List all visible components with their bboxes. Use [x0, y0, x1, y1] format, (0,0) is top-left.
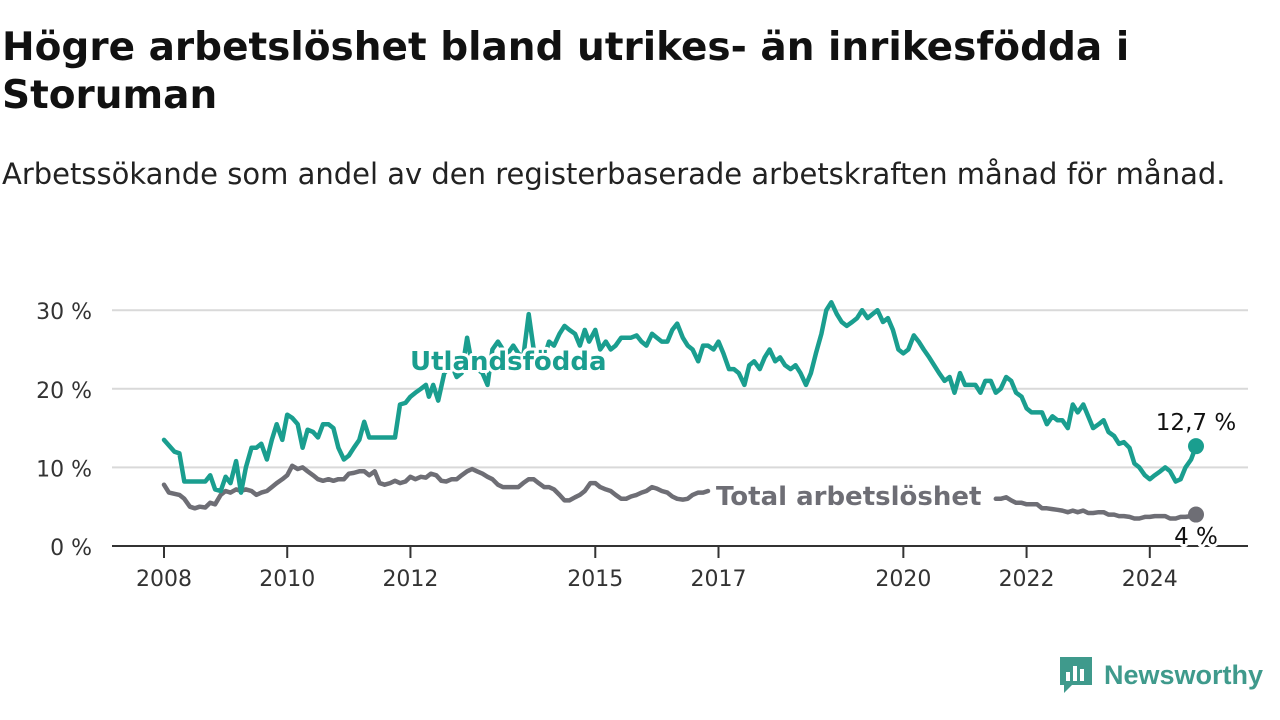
newsworthy-logo-icon — [1060, 657, 1092, 693]
y-tick-label: 10 % — [36, 457, 92, 482]
chart-title: Högre arbetslöshet bland utrikes- än inr… — [2, 25, 1130, 118]
line-chart: 0 % 10 % 20 % 30 % 2008 2010 2012 2015 2017 2020 2… — [36, 300, 1248, 592]
brand-logo: Newsworthy — [1058, 654, 1263, 696]
x-tick-label: 2008 — [136, 567, 192, 592]
x-tick-label: 2022 — [999, 567, 1055, 592]
x-tick-label: 2012 — [382, 567, 438, 592]
series-lines — [161, 300, 1204, 523]
chart-subtitle: Arbetssökande som andel av den registerb… — [2, 157, 1226, 191]
end-value-label: 4 % — [1174, 524, 1218, 550]
end-value-label-halo: 4 % — [1174, 524, 1218, 550]
x-tick-label: 2020 — [875, 567, 931, 592]
series-end-point — [1188, 438, 1204, 455]
end-value-label-halo: 12,7 % — [1156, 410, 1236, 436]
series-end-point — [1188, 506, 1204, 523]
series-label-total: Total arbetslöshet — [716, 482, 981, 512]
series-label-utlandsfodda-halo: Utlandsfödda — [410, 347, 607, 377]
axes: 0 % 10 % 20 % 30 % 2008 2010 2012 2015 2017 2020 2… — [36, 300, 1248, 592]
series-label-total-halo: Total arbetslöshet — [716, 482, 981, 512]
x-tick-label: 2015 — [567, 567, 623, 592]
end-value-label: 12,7 % — [1156, 410, 1236, 436]
y-tick-label: 30 % — [36, 300, 92, 325]
x-tick-label: 2017 — [691, 567, 747, 592]
x-tick-label: 2024 — [1122, 567, 1178, 592]
y-tick-label: 20 % — [36, 379, 92, 404]
series-label-utlandsfodda: Utlandsfödda — [410, 347, 607, 377]
series-line-utlandsf-dda — [161, 300, 1199, 495]
brand-name: Newsworthy — [1104, 659, 1264, 690]
y-tick-label: 0 % — [50, 536, 92, 561]
series-line-total-arbetsl-shet — [161, 463, 1199, 521]
x-tick-label: 2010 — [259, 567, 315, 592]
